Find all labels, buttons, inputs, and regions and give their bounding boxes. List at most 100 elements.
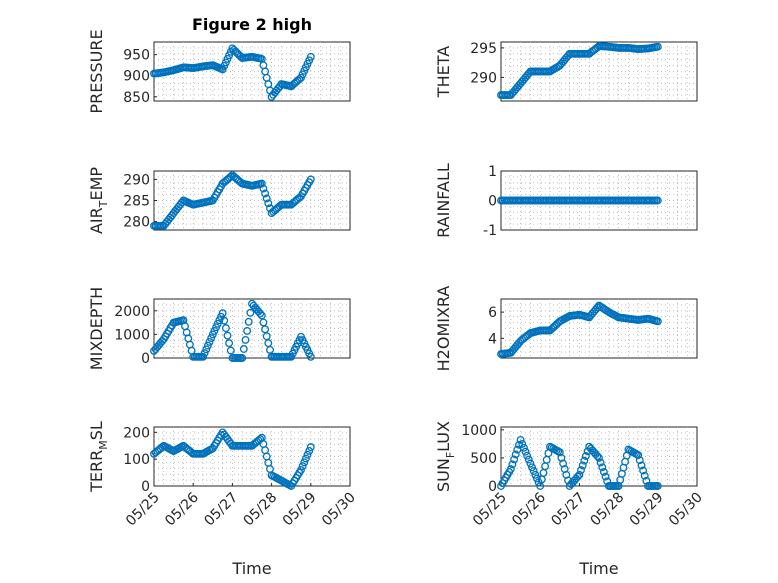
data-point [256, 309, 265, 318]
data-point [578, 461, 587, 470]
y-tick-label: 0 [141, 351, 150, 367]
x-tick-label: 05/25 [123, 490, 163, 530]
data-point [244, 317, 253, 326]
data-point [221, 324, 230, 333]
data-point [303, 450, 312, 459]
data-point [635, 456, 644, 465]
data-point [637, 461, 646, 470]
data-point [298, 462, 307, 471]
data-point [524, 455, 533, 464]
data-point [238, 354, 247, 362]
data-point [528, 463, 536, 472]
subplot-3: 280 285 290 AIRTEMP [87, 167, 351, 234]
y-axis-label: MIXDEPTH [87, 287, 106, 370]
y-tick-label: 500 [470, 451, 497, 467]
data-point [199, 352, 207, 361]
series-markers [497, 196, 662, 205]
data-point [243, 326, 252, 335]
data-point [595, 453, 603, 462]
y-axis-label: PRESSURE [87, 29, 106, 113]
subplot-8: 0 500 1000 05/25 05/26 05/27 05/28 05/29 05/30 SU… [434, 421, 706, 578]
data-point [639, 466, 648, 475]
y-tick-label: 0 [488, 479, 497, 495]
x-tick-label: 05/28 [241, 490, 281, 530]
subplot-2: 290 295 THETA [434, 41, 698, 102]
data-point [262, 194, 271, 203]
data-point [510, 455, 519, 464]
data-point [259, 318, 268, 327]
data-point [305, 446, 314, 455]
data-point [593, 452, 602, 460]
data-point [261, 189, 270, 198]
x-tick-label: 05/26 [509, 489, 549, 529]
data-point [506, 465, 515, 474]
y-tick-label: 100 [123, 452, 150, 468]
data-point [573, 472, 582, 481]
data-point [207, 334, 216, 343]
y-axis-label: RAINFALL [434, 163, 453, 238]
x-tick-label: 05/25 [470, 490, 510, 530]
y-tick-label: 295 [470, 41, 497, 57]
data-point [246, 308, 255, 317]
series-markers [150, 428, 315, 490]
subplot-5: 0 1000 2000 MIXDEPTH [87, 287, 351, 370]
data-point [259, 184, 268, 193]
x-tick-label: 05/30 [319, 490, 359, 530]
data-point [203, 341, 212, 350]
subplot-4: -1 0 1 RAINFALL [434, 163, 698, 239]
data-point [580, 456, 589, 465]
y-tick-label: 1 [488, 164, 497, 180]
data-point [226, 172, 235, 181]
data-point [239, 345, 248, 353]
y-tick-label: 1000 [461, 423, 497, 439]
data-point [577, 466, 585, 475]
series-markers [150, 299, 315, 362]
y-tick-label: 290 [470, 70, 497, 86]
data-point [213, 319, 222, 328]
data-point [653, 196, 662, 205]
y-tick-label: 285 [123, 194, 150, 210]
data-point [202, 345, 211, 354]
data-point [301, 454, 310, 463]
series-markers [497, 301, 662, 359]
y-tick-label: 0 [141, 479, 150, 495]
data-point [306, 352, 315, 361]
series-markers [150, 171, 315, 230]
x-tick-label: 05/30 [666, 490, 706, 530]
y-tick-label: 290 [123, 172, 150, 188]
data-point [653, 482, 662, 490]
y-tick-label: 6 [488, 305, 497, 321]
data-point [306, 175, 315, 184]
y-tick-label: 280 [123, 215, 150, 231]
data-point [529, 467, 538, 475]
data-point [640, 471, 649, 480]
series-markers [497, 435, 662, 490]
data-point [532, 474, 541, 483]
data-point [634, 451, 643, 460]
data-point [226, 346, 235, 355]
data-point [521, 447, 530, 456]
x-tick-label: 05/29 [280, 490, 320, 530]
data-point [306, 52, 315, 61]
data-point [223, 331, 232, 340]
subplot-7: 0 100 200 05/25 05/26 05/27 05/28 05/29 05/30 TER… [87, 421, 359, 578]
subplot-1: 850 900 950 PRESSURE Figure 2 high [87, 15, 351, 114]
subplot-6: 4 6 H2OMIXRA [434, 286, 698, 371]
y-tick-label: 2000 [114, 304, 150, 320]
data-point [523, 451, 532, 460]
data-point [653, 317, 662, 326]
y-tick-label: 900 [123, 69, 150, 85]
series-markers [497, 42, 662, 100]
x-axis-label: Time [231, 559, 271, 578]
data-point [264, 199, 273, 208]
data-point [518, 439, 527, 448]
x-tick-label: 05/26 [162, 489, 202, 529]
x-tick-label: 05/27 [548, 490, 588, 530]
data-point [531, 470, 540, 479]
y-axis-label: THETA [434, 46, 453, 98]
data-point [581, 452, 590, 460]
data-point [241, 335, 250, 344]
data-point [225, 339, 234, 348]
data-point [508, 460, 517, 469]
